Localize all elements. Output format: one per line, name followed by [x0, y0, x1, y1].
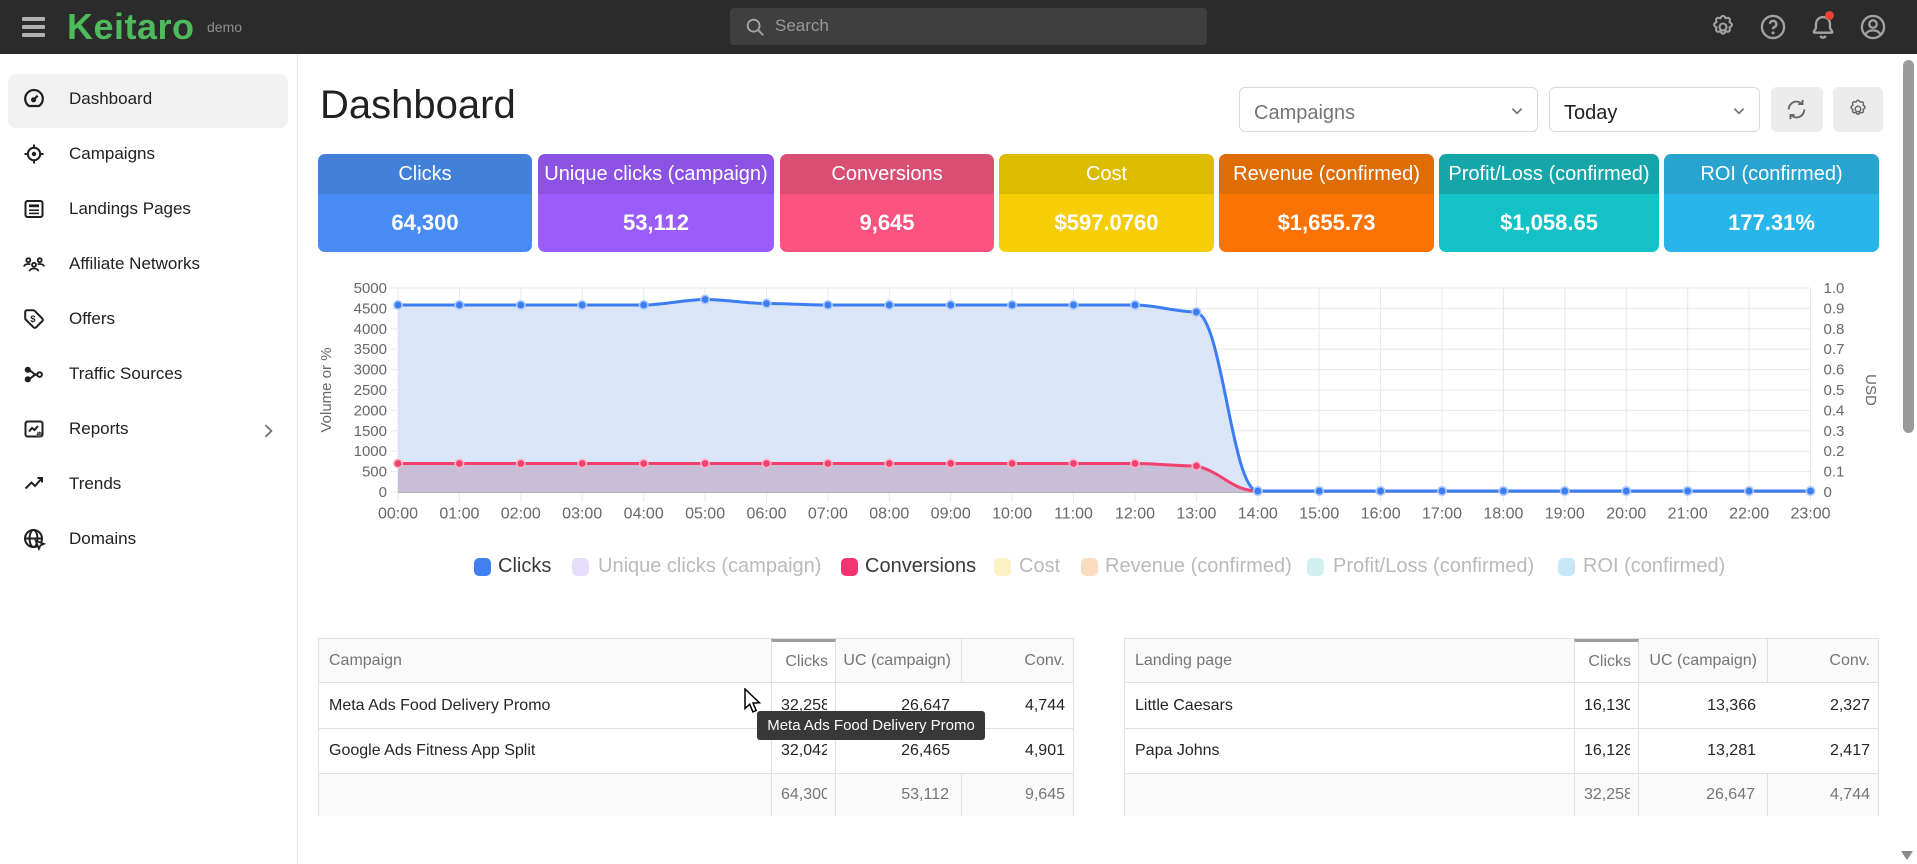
svg-text:04:00: 04:00 — [624, 506, 664, 523]
svg-text:1000: 1000 — [354, 443, 387, 460]
svg-text:08:00: 08:00 — [869, 506, 909, 523]
svg-text:22:00: 22:00 — [1729, 506, 1769, 523]
svg-text:0.3: 0.3 — [1824, 423, 1845, 440]
svg-text:15:00: 15:00 — [1299, 506, 1339, 523]
svg-text:05:00: 05:00 — [685, 506, 725, 523]
svg-text:0.1: 0.1 — [1824, 464, 1845, 481]
svg-text:23:00: 23:00 — [1790, 506, 1830, 523]
svg-text:0.5: 0.5 — [1824, 382, 1845, 399]
svg-text:0.7: 0.7 — [1824, 341, 1845, 358]
svg-text:0: 0 — [1824, 484, 1832, 501]
svg-text:2000: 2000 — [354, 402, 387, 419]
svg-text:0.4: 0.4 — [1824, 402, 1845, 419]
svg-text:2500: 2500 — [354, 382, 387, 399]
svg-text:4000: 4000 — [354, 321, 387, 338]
svg-text:12:00: 12:00 — [1115, 506, 1155, 523]
svg-text:0.6: 0.6 — [1824, 362, 1845, 379]
svg-text:5000: 5000 — [354, 280, 387, 297]
svg-text:07:00: 07:00 — [808, 506, 848, 523]
svg-text:11:00: 11:00 — [1054, 506, 1093, 523]
svg-text:500: 500 — [362, 464, 387, 481]
svg-text:0.8: 0.8 — [1824, 321, 1845, 338]
svg-text:10:00: 10:00 — [992, 506, 1032, 523]
svg-text:1.0: 1.0 — [1824, 280, 1845, 297]
svg-text:14:00: 14:00 — [1238, 506, 1278, 523]
svg-text:3000: 3000 — [354, 362, 387, 379]
svg-text:USD: USD — [1862, 374, 1879, 406]
svg-text:18:00: 18:00 — [1483, 506, 1523, 523]
svg-text:03:00: 03:00 — [562, 506, 602, 523]
svg-text:21:00: 21:00 — [1668, 506, 1708, 523]
svg-text:06:00: 06:00 — [746, 506, 786, 523]
svg-text:0.2: 0.2 — [1824, 443, 1845, 460]
svg-text:02:00: 02:00 — [501, 506, 541, 523]
svg-text:0: 0 — [379, 484, 387, 501]
svg-text:4500: 4500 — [354, 300, 387, 317]
svg-text:$: $ — [30, 314, 36, 325]
svg-text:3500: 3500 — [354, 341, 387, 358]
svg-text:Volume or %: Volume or % — [318, 347, 335, 432]
svg-text:00:00: 00:00 — [378, 506, 418, 523]
svg-text:01:00: 01:00 — [439, 506, 479, 523]
svg-text:16:00: 16:00 — [1361, 506, 1401, 523]
svg-text:09:00: 09:00 — [931, 506, 971, 523]
svg-text:0.9: 0.9 — [1824, 300, 1845, 317]
svg-text:20:00: 20:00 — [1606, 506, 1646, 523]
svg-text:19:00: 19:00 — [1545, 506, 1585, 523]
svg-text:1500: 1500 — [354, 423, 387, 440]
svg-text:13:00: 13:00 — [1176, 506, 1216, 523]
svg-text:17:00: 17:00 — [1422, 506, 1462, 523]
